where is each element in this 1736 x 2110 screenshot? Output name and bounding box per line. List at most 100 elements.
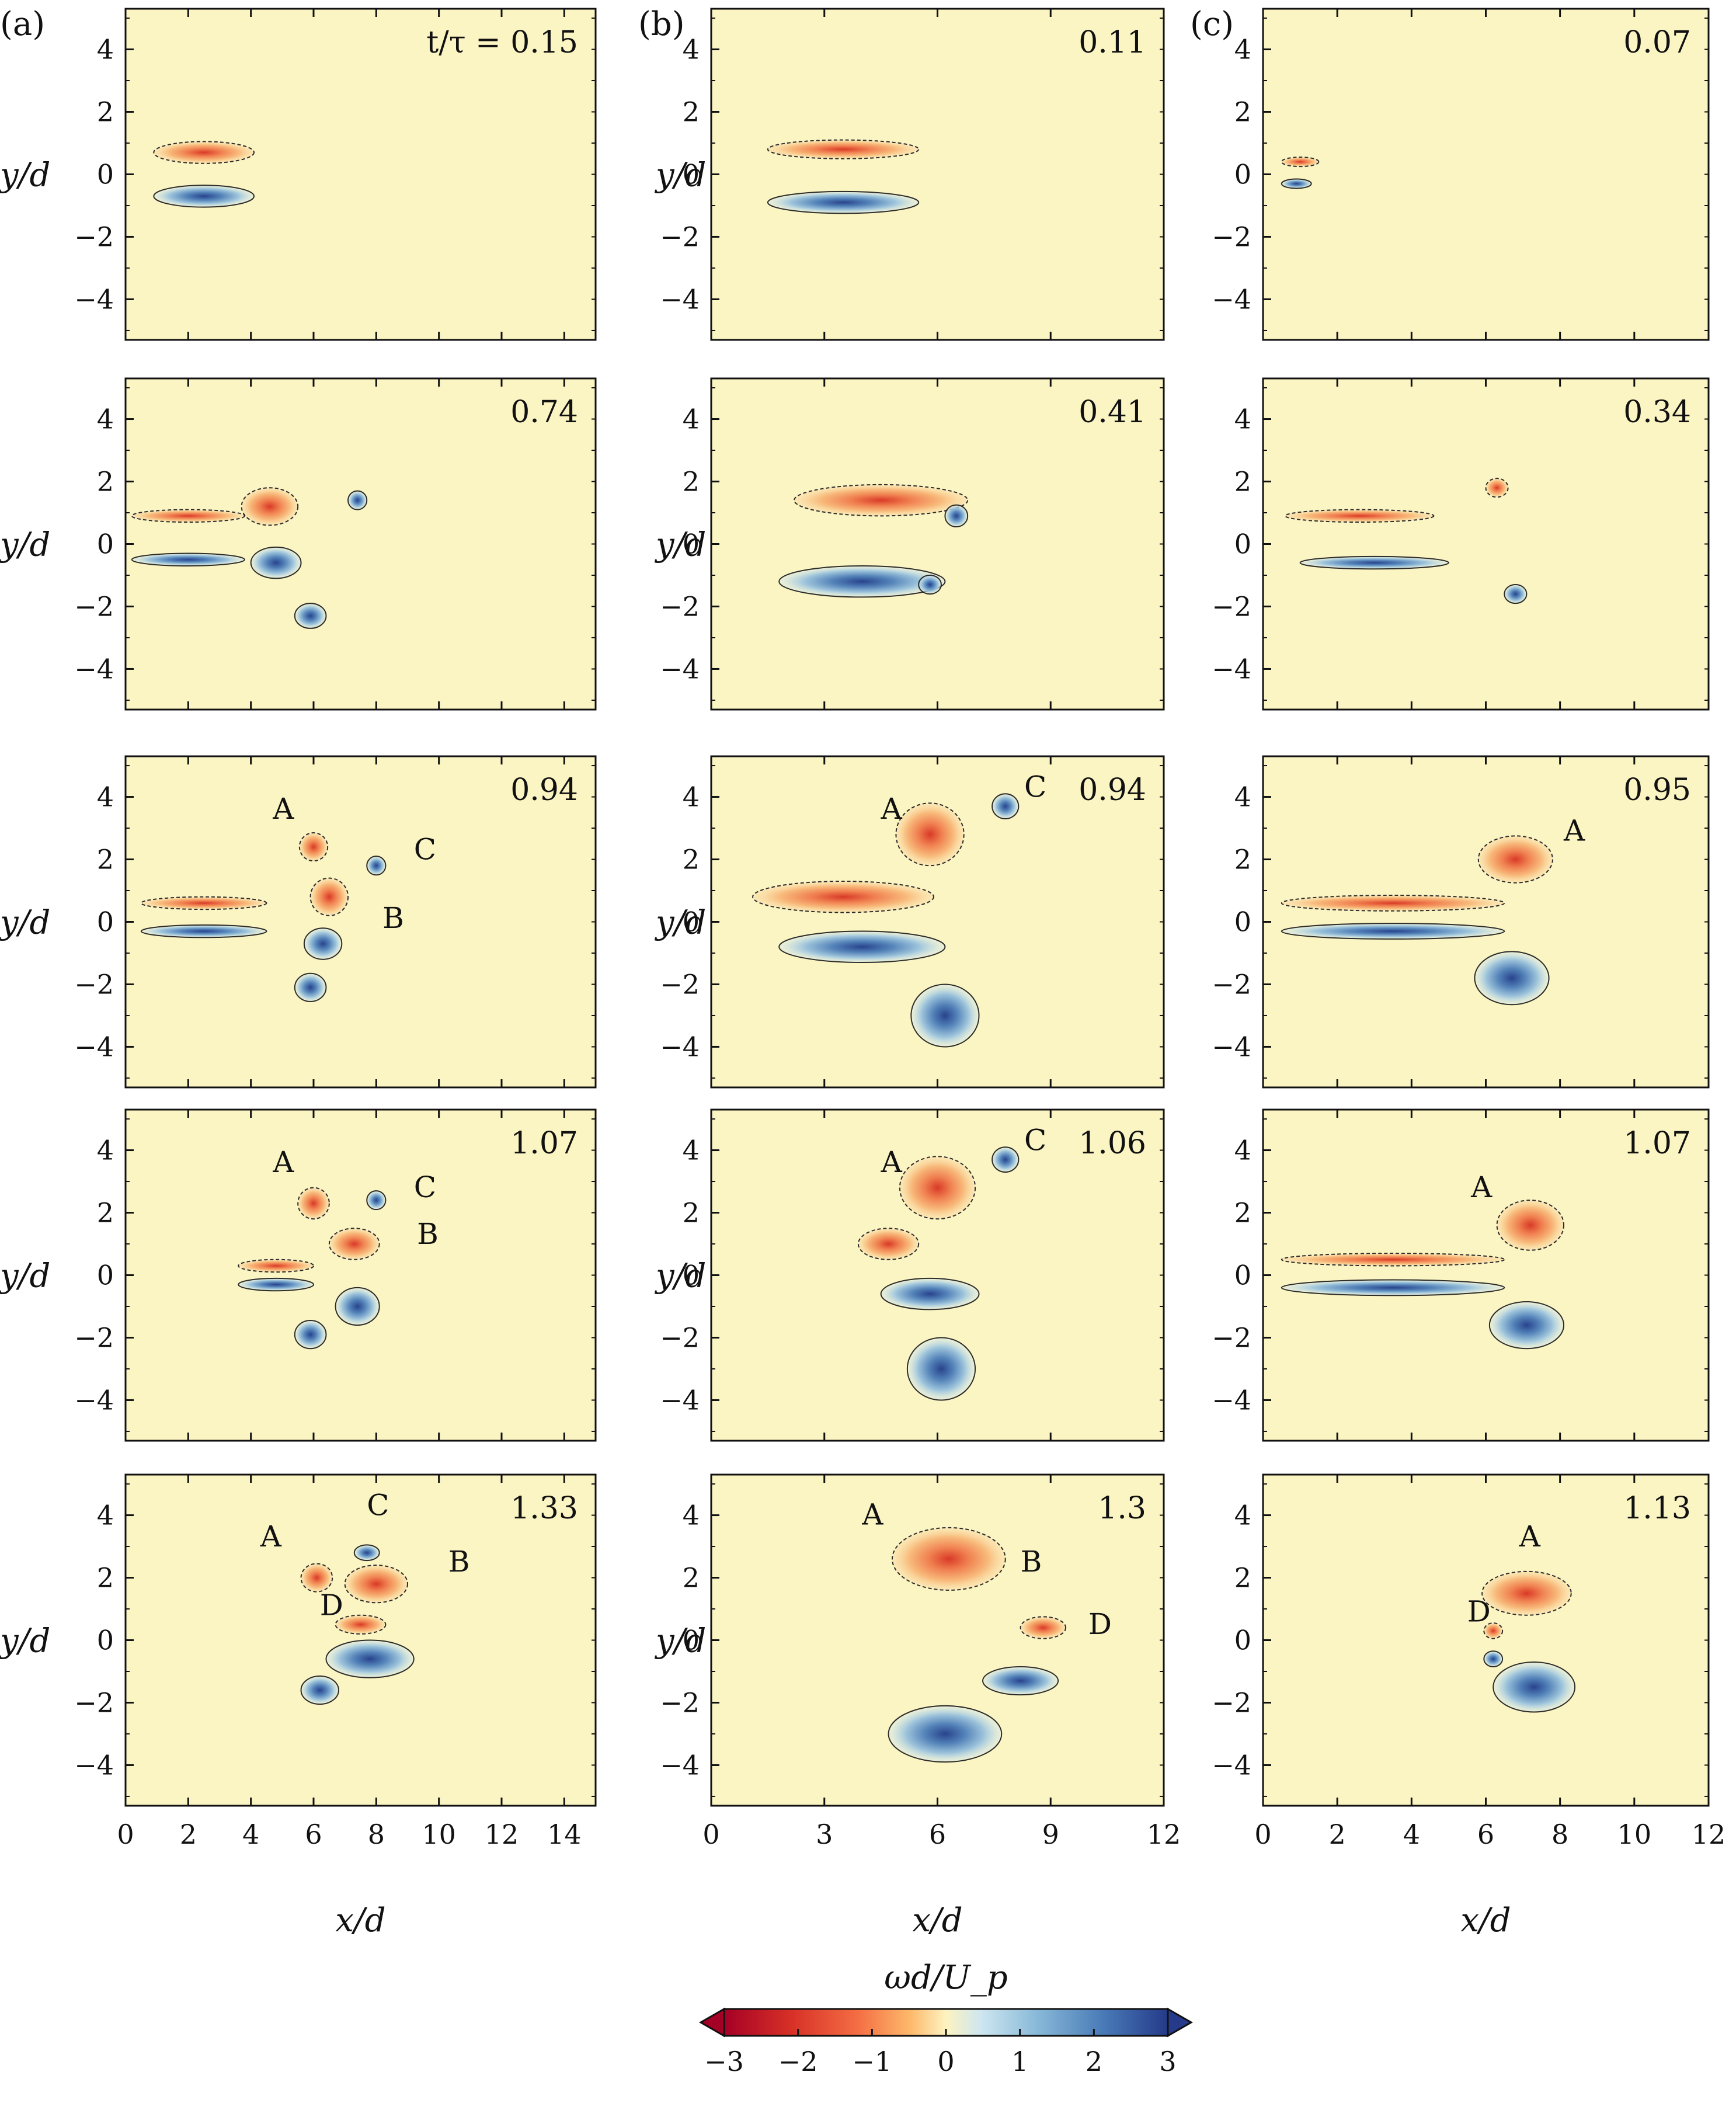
panel-background: [1263, 378, 1709, 710]
negative-vortex-contour: [131, 509, 245, 523]
vortex-label: D: [1088, 1607, 1112, 1641]
y-axis-title: y/d: [654, 526, 706, 564]
panel-1-2: 4 2 0 −2 −4 0.94 A C: [660, 755, 1165, 1089]
y-tick-label: 2: [683, 1197, 700, 1229]
positive-vortex-contour: [910, 983, 980, 1048]
negative-vortex-contour: [1483, 1622, 1504, 1639]
panel-time-label: 0.34: [1623, 395, 1691, 430]
y-tick-label: 2: [97, 1197, 114, 1229]
colorbar-max-extend: [1167, 2007, 1194, 2038]
panel-time-label: 1.13: [1623, 1491, 1691, 1526]
negative-vortex-contour: [1477, 835, 1553, 884]
x-tick-label: 8: [1551, 1819, 1568, 1850]
y-tick-label: −4: [74, 1749, 114, 1781]
panel-time-label: 0.07: [1623, 25, 1691, 60]
colorbar-title: ωd/U_p: [884, 1959, 1007, 1997]
negative-vortex-contour: [300, 1563, 333, 1593]
y-tick-label: −2: [1212, 1322, 1251, 1353]
panel-background: [1263, 1110, 1709, 1441]
positive-vortex-contour: [353, 1544, 380, 1562]
x-tick-label: 14: [547, 1819, 582, 1850]
vorticity-field: [153, 141, 255, 208]
negative-vortex-contour: [794, 484, 969, 517]
positive-vortex-contour: [991, 1146, 1020, 1173]
x-tick-label: 0: [702, 1819, 719, 1850]
y-tick-label: 2: [683, 844, 700, 875]
y-tick-label: 4: [1234, 1500, 1251, 1531]
panel-time-label: 0.11: [1079, 25, 1146, 60]
panel-background: [1263, 1475, 1709, 1806]
x-tick-label: 10: [1617, 1819, 1652, 1850]
positive-vortex-contour: [294, 603, 327, 629]
y-axis-title: y/d: [0, 1257, 50, 1295]
positive-vortex-contour: [300, 1676, 339, 1705]
negative-vortex-contour: [767, 139, 920, 159]
positive-vortex-contour: [906, 1337, 976, 1401]
negative-vortex-contour: [140, 896, 267, 910]
y-tick-label: −4: [660, 283, 700, 315]
column-tag: (a): [0, 5, 45, 43]
negative-vortex-contour: [328, 1228, 380, 1260]
positive-vortex-contour: [991, 793, 1020, 819]
positive-vortex-contour: [140, 924, 267, 938]
y-axis-title: y/d: [0, 157, 50, 194]
positive-vortex-contour: [1493, 1661, 1576, 1713]
panel-time-label: 0.74: [510, 395, 578, 430]
x-tick-label: 6: [929, 1819, 946, 1850]
x-tick-label: 0: [1254, 1819, 1271, 1850]
positive-vortex-contour: [918, 574, 942, 595]
vortex-label: A: [861, 1498, 883, 1532]
column-tag: (b): [638, 5, 685, 43]
y-tick-label: 4: [1234, 34, 1251, 65]
y-tick-label: −2: [74, 590, 114, 622]
panel-0-3: 4 2 0 −2 −4 1.07 A CB: [74, 1108, 597, 1442]
x-tick-label: 0: [117, 1819, 134, 1850]
negative-vortex-contour: [1285, 509, 1435, 523]
negative-vortex-contour: [153, 141, 255, 164]
panel-time-label: 1.06: [1079, 1126, 1146, 1161]
vortex-label: B: [1021, 1545, 1042, 1579]
y-tick-label: 0: [683, 1260, 700, 1291]
colorbar-tick-label: −2: [778, 2046, 818, 2077]
panel-background: [126, 756, 596, 1087]
y-axis-title: y/d: [0, 1622, 50, 1660]
vortex-label: A: [272, 792, 294, 826]
y-tick-label: −4: [660, 1749, 700, 1781]
x-tick-label: 12: [485, 1819, 519, 1850]
positive-vortex-contour: [238, 1277, 315, 1292]
vortex-label: B: [417, 1217, 439, 1251]
y-axis-title: y/d: [654, 157, 706, 194]
vortex-label: A: [260, 1520, 282, 1553]
y-tick-label: 2: [683, 96, 700, 128]
colorbar-tick-label: 1: [1011, 2046, 1028, 2077]
y-tick-label: −2: [74, 1322, 114, 1353]
panel-1-3: 4 2 0 −2 −4 1.06 A C: [660, 1108, 1165, 1442]
panel-time-label: t/τ = 0.15: [426, 25, 578, 60]
x-tick-label: 9: [1042, 1819, 1059, 1850]
colorbar-tick-label: 2: [1086, 2046, 1102, 2077]
vorticity-field: [767, 139, 920, 214]
vortex-label: A: [1519, 1520, 1541, 1553]
negative-vortex-contour: [1020, 1616, 1067, 1639]
x-axis-title: x/d: [1460, 1902, 1511, 1939]
y-tick-label: 0: [1234, 159, 1251, 190]
panel-time-label: 0.94: [510, 773, 578, 808]
colorbar-min-extend: [698, 2007, 725, 2038]
panel-1-0: 4 2 0 −2 −4 0.11: [660, 8, 1165, 341]
positive-vortex-contour: [294, 972, 327, 1002]
y-tick-label: 2: [1234, 466, 1251, 498]
y-tick-label: −2: [1212, 221, 1251, 252]
y-tick-label: 2: [97, 466, 114, 498]
y-tick-label: 4: [97, 404, 114, 435]
vortex-label: C: [414, 833, 436, 867]
y-tick-label: −4: [74, 1031, 114, 1062]
positive-vortex-contour: [888, 1705, 1003, 1763]
axis-labels: y/d y/d y/d y/d y/d (a) 0 2 4 6 8 10 12 14 x/d y/d y/d y/…: [0, 5, 1725, 1939]
y-tick-label: 2: [97, 1562, 114, 1594]
x-tick-label: 4: [1403, 1819, 1420, 1850]
vortex-label: C: [1024, 770, 1046, 804]
y-tick-label: −4: [1212, 283, 1251, 315]
vorticity-field: [1281, 157, 1320, 189]
vorticity-field: [140, 832, 387, 1002]
positive-vortex-contour: [366, 1190, 387, 1211]
